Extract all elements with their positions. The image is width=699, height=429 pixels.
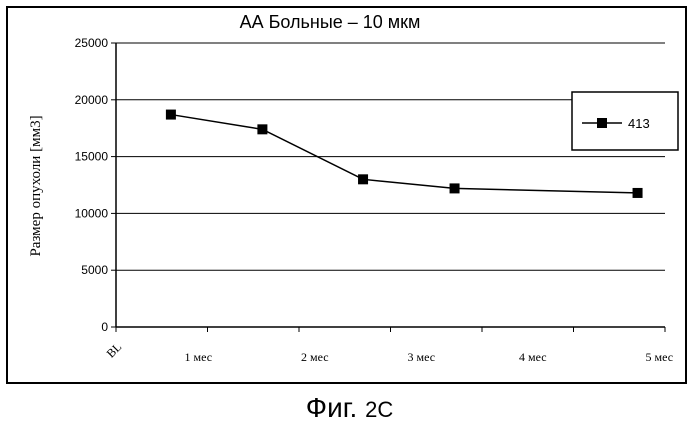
y-tick-label-0: 0 bbox=[101, 320, 108, 334]
y-tick-label-4: 20000 bbox=[75, 93, 109, 107]
x-tick-labels: BL 1 мес 2 мес 3 мес 4 мес 5 мес bbox=[104, 340, 673, 364]
legend: 413 bbox=[572, 92, 678, 150]
axes bbox=[111, 43, 665, 332]
figure-caption-number: 2С bbox=[365, 397, 393, 422]
x-tick-label-5: 5 мес bbox=[645, 350, 673, 364]
data-point-3 bbox=[450, 183, 460, 193]
figure-caption: Фиг. 2С bbox=[0, 392, 699, 424]
chart-title: АА Больные – 10 мкм bbox=[240, 12, 421, 32]
data-point-4 bbox=[633, 188, 643, 198]
gridlines bbox=[116, 43, 665, 270]
x-tick-label-0: BL bbox=[104, 340, 125, 361]
series-line-0 bbox=[171, 115, 638, 193]
x-tick-label-1: 1 мес bbox=[184, 350, 212, 364]
line-chart: АА Больные – 10 мкм Размер опухоли [мм3]… bbox=[0, 0, 699, 392]
legend-marker bbox=[597, 118, 607, 128]
y-axis-label: Размер опухоли [мм3] bbox=[28, 115, 44, 256]
legend-box bbox=[572, 92, 678, 150]
series-413 bbox=[166, 110, 643, 198]
data-point-2 bbox=[358, 174, 368, 184]
x-tick-label-2: 2 мес bbox=[301, 350, 329, 364]
data-point-1 bbox=[257, 124, 267, 134]
x-tick-label-4: 4 мес bbox=[519, 350, 547, 364]
x-tick-label-3: 3 мес bbox=[407, 350, 435, 364]
data-point-0 bbox=[166, 110, 176, 120]
y-tick-label-3: 15000 bbox=[75, 150, 109, 164]
y-tick-label-2: 10000 bbox=[75, 206, 109, 220]
y-tick-label-5: 25000 bbox=[75, 36, 109, 50]
legend-label-413: 413 bbox=[628, 116, 650, 131]
y-tick-labels: 0 5000 10000 15000 20000 25000 bbox=[75, 36, 109, 334]
figure-caption-main: Фиг. bbox=[306, 392, 358, 423]
y-tick-label-1: 5000 bbox=[81, 263, 108, 277]
